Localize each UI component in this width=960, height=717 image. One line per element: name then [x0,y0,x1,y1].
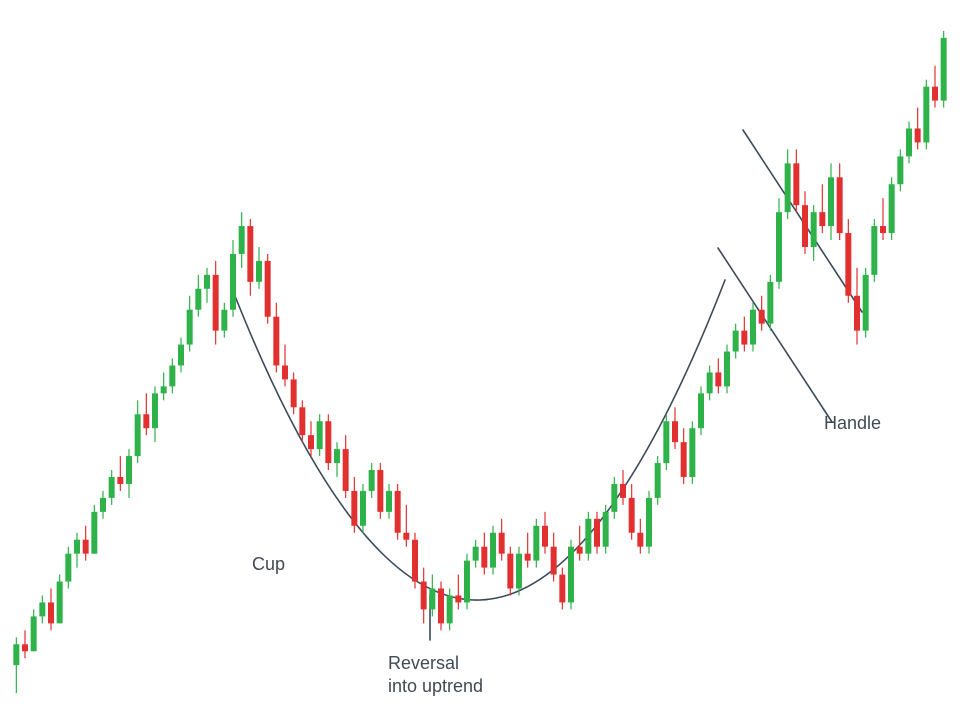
handle-label: Handle [824,412,881,435]
cup-label: Cup [252,553,285,576]
cup-and-handle-chart: Cup Handle Reversal into uptrend [0,0,960,717]
candlestick-svg [0,0,960,717]
reversal-label: Reversal into uptrend [388,652,483,697]
